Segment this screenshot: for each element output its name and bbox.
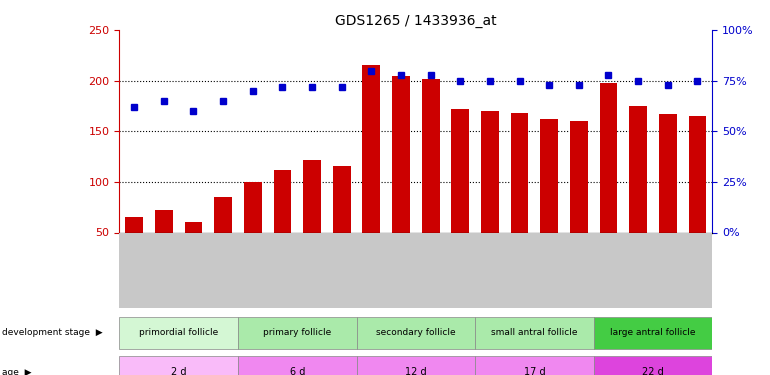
Text: development stage  ▶: development stage ▶: [2, 328, 102, 338]
Bar: [392, 76, 410, 283]
Title: GDS1265 / 1433936_at: GDS1265 / 1433936_at: [335, 13, 497, 28]
Bar: [214, 197, 232, 283]
Bar: [238, 317, 357, 349]
Text: primary follicle: primary follicle: [263, 328, 331, 338]
Bar: [541, 119, 558, 283]
Text: 2 d: 2 d: [171, 367, 186, 375]
Bar: [570, 121, 588, 283]
Text: secondary follicle: secondary follicle: [376, 328, 456, 338]
Bar: [422, 79, 440, 283]
Bar: [244, 182, 262, 283]
Bar: [600, 82, 618, 283]
Bar: [238, 356, 357, 375]
Bar: [659, 114, 677, 283]
Bar: [119, 317, 238, 349]
Bar: [273, 170, 291, 283]
Bar: [303, 160, 321, 283]
Text: 6 d: 6 d: [290, 367, 305, 375]
Bar: [629, 106, 647, 283]
Bar: [594, 317, 712, 349]
Bar: [126, 217, 143, 283]
Bar: [511, 113, 528, 283]
Bar: [688, 116, 706, 283]
Text: small antral follicle: small antral follicle: [491, 328, 578, 338]
Bar: [475, 356, 594, 375]
Bar: [155, 210, 172, 283]
Bar: [481, 111, 499, 283]
Text: 22 d: 22 d: [642, 367, 664, 375]
Bar: [363, 65, 380, 283]
Text: 17 d: 17 d: [524, 367, 545, 375]
Bar: [475, 317, 594, 349]
Bar: [451, 109, 469, 283]
Bar: [119, 356, 238, 375]
Text: age  ▶: age ▶: [2, 368, 31, 375]
Text: 12 d: 12 d: [405, 367, 427, 375]
Text: primordial follicle: primordial follicle: [139, 328, 218, 338]
Text: large antral follicle: large antral follicle: [610, 328, 696, 338]
Bar: [357, 356, 475, 375]
Bar: [333, 166, 350, 283]
Bar: [185, 222, 203, 283]
Bar: [357, 317, 475, 349]
Bar: [594, 356, 712, 375]
